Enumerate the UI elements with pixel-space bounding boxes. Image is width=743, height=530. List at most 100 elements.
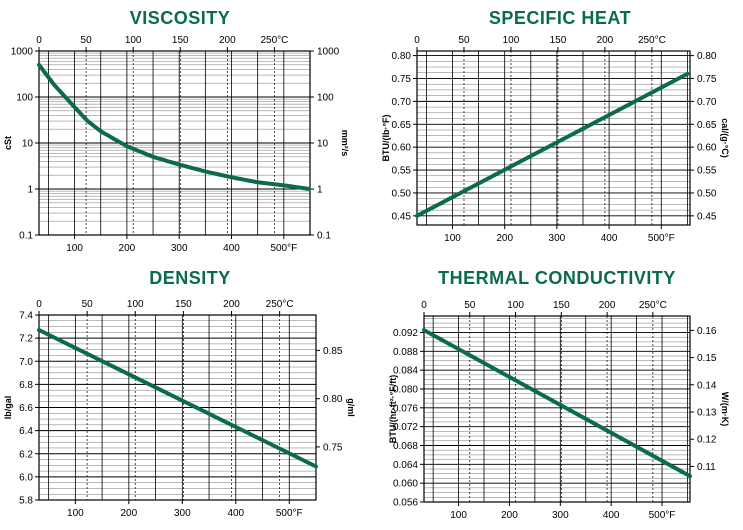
chart-title-viscosity: VISCOSITY bbox=[129, 8, 231, 28]
chart-title-specific-heat: SPECIFIC HEAT bbox=[488, 8, 632, 28]
bottom-tick-label: 300 bbox=[552, 510, 569, 521]
right-axis-title: cal/(g·°C) bbox=[720, 118, 730, 158]
top-tick-label: 200 bbox=[599, 300, 616, 311]
top-tick-label: 200 bbox=[219, 35, 236, 46]
left-tick-label: 0.80 bbox=[392, 51, 412, 62]
left-tick-label: 6.2 bbox=[19, 449, 33, 460]
left-tick-label: 0.45 bbox=[392, 211, 412, 222]
left-tick-label: 1 bbox=[27, 185, 33, 196]
minor-gridlines bbox=[424, 318, 690, 503]
left-tick-label: 0.084 bbox=[393, 366, 418, 377]
left-axis-title: cSt bbox=[3, 136, 13, 150]
bottom-tick-label: 400 bbox=[227, 508, 244, 519]
top-tick-label: 150 bbox=[172, 35, 189, 46]
top-tick-label: 250°C bbox=[260, 35, 288, 46]
right-tick-label: 0.1 bbox=[317, 231, 331, 242]
top-tick-label: 100 bbox=[503, 35, 520, 46]
top-tick-label: 0 bbox=[36, 299, 42, 310]
left-tick-label: 6.6 bbox=[19, 403, 33, 414]
left-tick-label: 7.4 bbox=[19, 311, 33, 322]
chart-title-thermal-conductivity: THERMAL CONDUCTIVITY bbox=[438, 268, 676, 288]
right-tick-label: 0.55 bbox=[697, 166, 717, 177]
left-tick-label: 100 bbox=[16, 93, 33, 104]
left-tick-label: 0.55 bbox=[392, 166, 412, 177]
left-tick-label: 0.088 bbox=[393, 347, 418, 358]
bottom-tick-label: 300 bbox=[549, 233, 566, 244]
left-tick-label: 0.080 bbox=[393, 384, 418, 395]
right-tick-label: 0.80 bbox=[697, 51, 717, 62]
left-tick-label: 6.0 bbox=[19, 472, 33, 483]
right-tick-label: 0.45 bbox=[697, 211, 717, 222]
bottom-tick-label: 200 bbox=[120, 508, 137, 519]
bottom-tick-label: 100 bbox=[450, 510, 467, 521]
right-tick-label: 0.15 bbox=[697, 353, 717, 364]
left-axis-title: lb/gal bbox=[3, 396, 13, 420]
plot-frame bbox=[416, 50, 691, 226]
top-tick-label: 0 bbox=[421, 300, 427, 311]
top-tick-label: 150 bbox=[550, 35, 567, 46]
top-tick-label: 250°C bbox=[266, 299, 294, 310]
right-tick-label: 1 bbox=[317, 185, 323, 196]
right-tick-label: 0.60 bbox=[697, 143, 717, 154]
left-tick-label: 0.068 bbox=[393, 441, 418, 452]
top-tick-label: 100 bbox=[127, 299, 144, 310]
bottom-tick-label: 500°F bbox=[649, 510, 676, 521]
left-tick-label: 0.75 bbox=[392, 74, 412, 85]
top-tick-label: 150 bbox=[175, 299, 192, 310]
bottom-tick-label: 400 bbox=[603, 510, 620, 521]
bottom-tick-label: 500°F bbox=[276, 508, 303, 519]
right-tick-label: 100 bbox=[317, 93, 334, 104]
left-tick-label: 0.60 bbox=[392, 143, 412, 154]
bottom-tick-label: 200 bbox=[496, 233, 513, 244]
left-tick-label: 0.072 bbox=[393, 422, 418, 433]
bottom-tick-label: 300 bbox=[174, 508, 191, 519]
bottom-tick-label: 300 bbox=[171, 243, 188, 254]
left-tick-label: 7.0 bbox=[19, 357, 33, 368]
top-tick-label: 200 bbox=[223, 299, 240, 310]
series-line-viscosity bbox=[37, 62, 311, 191]
series-line-specific-heat bbox=[415, 71, 690, 218]
left-tick-label: 0.70 bbox=[392, 97, 412, 108]
bottom-tick-label: 500°F bbox=[270, 243, 297, 254]
right-tick-label: 0.80 bbox=[323, 394, 343, 405]
major-gridlines bbox=[417, 55, 690, 217]
right-tick-label: 0.14 bbox=[697, 380, 717, 391]
right-tick-label: 0.70 bbox=[697, 97, 717, 108]
left-axis-title: BTU/(lb·°F) bbox=[381, 114, 391, 161]
right-tick-label: 1000 bbox=[317, 47, 340, 58]
bottom-tick-label: 100 bbox=[67, 508, 84, 519]
left-tick-label: 6.4 bbox=[19, 426, 33, 437]
plot-frame bbox=[423, 315, 691, 503]
left-tick-label: 0.1 bbox=[19, 231, 33, 242]
right-tick-label: 0.85 bbox=[323, 346, 343, 357]
series-line-density bbox=[37, 328, 318, 469]
right-tick-label: 10 bbox=[317, 139, 329, 150]
right-tick-label: 0.75 bbox=[697, 74, 717, 85]
left-tick-label: 6.8 bbox=[19, 380, 33, 391]
right-tick-label: 0.11 bbox=[697, 462, 716, 473]
left-tick-label: 0.056 bbox=[393, 498, 418, 509]
bottom-tick-label: 100 bbox=[66, 243, 83, 254]
left-tick-label: 1000 bbox=[11, 47, 34, 58]
right-tick-label: 0.16 bbox=[697, 326, 717, 337]
right-axis-title: mm²/s bbox=[340, 130, 350, 157]
left-tick-label: 0.50 bbox=[392, 188, 412, 199]
left-tick-label: 10 bbox=[22, 139, 34, 150]
left-tick-label: 0.092 bbox=[393, 328, 418, 339]
right-tick-label: 0.50 bbox=[697, 188, 717, 199]
left-tick-label: 0.076 bbox=[393, 403, 418, 414]
top-tick-label: 250°C bbox=[638, 35, 666, 46]
top-tick-label: 150 bbox=[553, 300, 570, 311]
top-tick-label: 0 bbox=[414, 35, 420, 46]
left-tick-label: 0.060 bbox=[393, 479, 418, 490]
major-gridlines bbox=[424, 332, 690, 503]
top-tick-label: 100 bbox=[125, 35, 142, 46]
bottom-tick-label: 400 bbox=[223, 243, 240, 254]
bottom-tick-label: 400 bbox=[601, 233, 618, 244]
left-tick-label: 7.2 bbox=[19, 334, 33, 345]
right-axis-title: W/(m·K) bbox=[720, 392, 730, 427]
